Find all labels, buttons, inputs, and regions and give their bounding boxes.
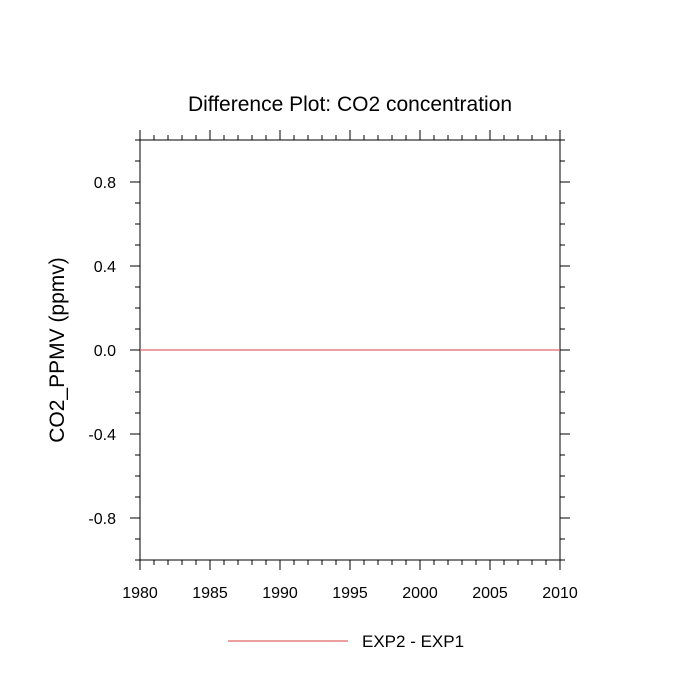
y-axis-title: CO2_PPMV (ppmv) <box>46 257 69 443</box>
x-tick-label: 1980 <box>122 585 158 602</box>
y-tick-label: 0.0 <box>94 343 116 360</box>
x-tick-label: 2005 <box>472 585 508 602</box>
y-tick-labels: 0.8 0.4 0.0 -0.4 -0.8 <box>88 175 116 528</box>
chart-title: Difference Plot: CO2 concentration <box>188 93 512 116</box>
y-tick-label: 0.4 <box>94 259 116 276</box>
x-tick-label: 1990 <box>262 585 298 602</box>
y-tick-label: -0.8 <box>88 511 116 528</box>
y-tick-label: -0.4 <box>88 427 116 444</box>
axis-ticks <box>130 130 570 570</box>
legend-label-exp2-exp1: EXP2 - EXP1 <box>362 632 464 651</box>
y-tick-label: 0.8 <box>94 175 116 192</box>
legend: EXP2 - EXP1 <box>228 632 464 651</box>
x-tick-label: 1985 <box>192 585 228 602</box>
x-tick-label: 1995 <box>332 585 368 602</box>
x-tick-label: 2010 <box>542 585 578 602</box>
x-tick-labels: 1980 1985 1990 1995 2000 2005 2010 <box>122 585 578 602</box>
x-tick-label: 2000 <box>402 585 438 602</box>
